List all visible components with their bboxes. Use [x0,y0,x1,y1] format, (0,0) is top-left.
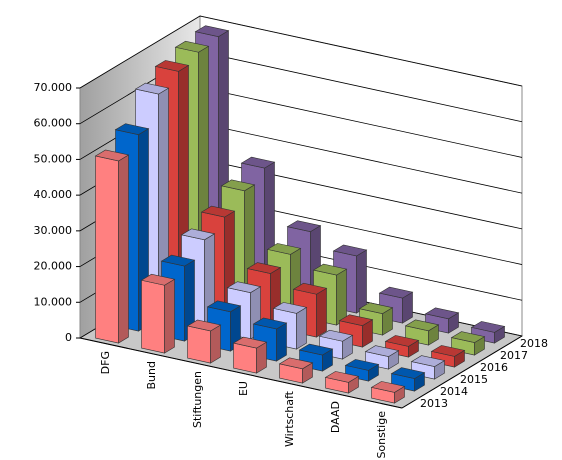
y-tick-label: 50.000 [34,152,73,165]
x-tick-label: DFG [99,351,112,374]
bar [338,314,374,348]
z-tick-label: 2014 [440,385,468,398]
y-tick-label: 20.000 [34,260,73,273]
y-tick-label: 10.000 [34,295,73,308]
x-axis [79,337,403,409]
y-tick-label: 70.000 [34,81,73,94]
z-tick-label: 2015 [460,373,488,386]
y-tick-label: 60.000 [34,117,73,130]
grid-line [79,15,523,89]
z-tick-label: 2013 [420,397,448,410]
bar [430,345,466,368]
bar [470,321,506,344]
x-tick-label: Sonstige [375,411,388,459]
bar [140,273,176,354]
x-tick-label: DAAD [329,401,342,433]
z-tick-label: 2016 [480,361,508,374]
z-tick-label: 2018 [520,337,548,350]
bar [186,319,222,364]
y-tick-label: 0 [65,331,72,344]
bar [370,381,406,404]
bar [232,336,268,374]
x-tick-label: EU [237,381,250,396]
z-tick-label: 2017 [500,349,528,362]
bar [410,355,446,380]
x-tick-label: Bund [145,361,158,389]
y-tick-label: 40.000 [34,188,73,201]
x-tick-label: Wirtschaft [283,390,296,447]
x-tick-label: Stiftungen [191,371,204,428]
bar [278,357,314,384]
bar [94,149,130,344]
z-axis [401,335,523,409]
y-tick-label: 30.000 [34,224,73,237]
bar [324,371,360,394]
